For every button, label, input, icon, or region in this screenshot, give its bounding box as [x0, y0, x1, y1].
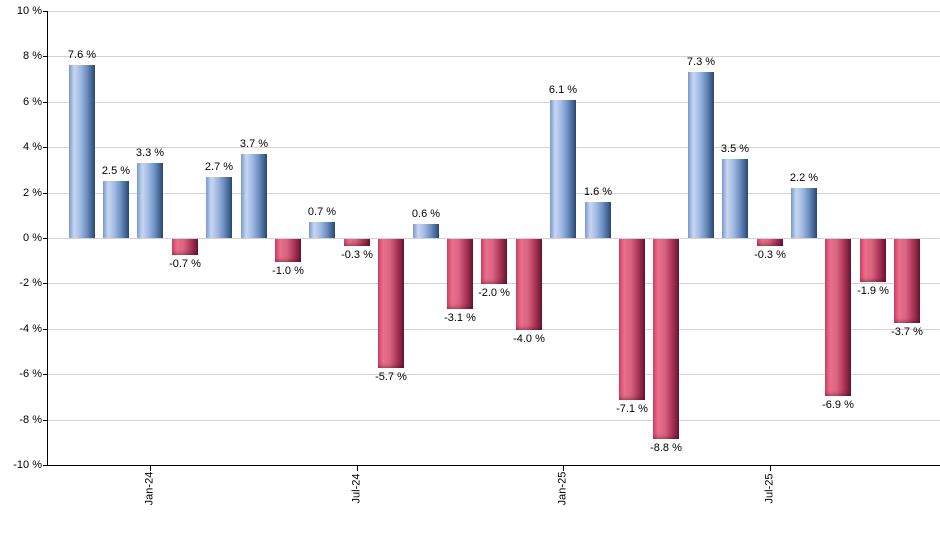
bar-value-label: -0.7 % [169, 258, 201, 270]
y-axis-tick [43, 193, 48, 194]
bar-value-label: 6.1 % [548, 84, 578, 96]
bar-month-7[interactable] [309, 222, 335, 238]
y-axis-tick [43, 11, 48, 12]
bar-value-label: -4.0 % [513, 333, 545, 345]
bar-value-label: 2.7 % [204, 161, 234, 173]
y-axis-tick-label: -6 % [19, 368, 42, 380]
bar-month-1[interactable] [103, 181, 129, 238]
bar-value-label: -0.3 % [341, 249, 373, 261]
y-axis-tick-label: 6 % [23, 96, 42, 108]
bar-month-12[interactable] [481, 239, 507, 284]
bar-value-label: 7.3 % [686, 56, 716, 68]
x-axis-tick [563, 466, 564, 471]
bar-value-label: -3.7 % [891, 326, 923, 338]
y-axis-tick [43, 147, 48, 148]
bar-value-label: 0.7 % [307, 206, 337, 218]
gridline-8 [48, 56, 940, 57]
y-axis-tick-label: -8 % [19, 414, 42, 426]
bar-value-label: -1.0 % [272, 265, 304, 277]
bar-month-15[interactable] [585, 202, 611, 238]
bar-value-label: 0.6 % [411, 208, 441, 220]
bar-month-9[interactable] [378, 239, 404, 368]
bar-value-label: 2.5 % [101, 165, 131, 177]
bar-month-23[interactable] [860, 239, 886, 282]
bar-month-8[interactable] [344, 239, 370, 246]
bar-value-label: -3.1 % [444, 312, 476, 324]
gridline-10 [48, 11, 940, 12]
y-axis-tick-label: 2 % [23, 187, 42, 199]
y-axis-tick [43, 329, 48, 330]
bar-month-13[interactable] [516, 239, 542, 330]
y-axis-tick-label: -2 % [19, 277, 42, 289]
bar-month-22[interactable] [825, 239, 851, 396]
bar-value-label: 1.6 % [583, 186, 613, 198]
gridline-6 [48, 102, 940, 103]
bar-month-14[interactable] [550, 100, 576, 238]
x-axis-tick [150, 466, 151, 471]
y-axis-tick-label: -10 % [13, 459, 42, 471]
bar-month-10[interactable] [413, 224, 439, 238]
y-axis-tick-label: 0 % [23, 232, 42, 244]
y-axis-tick [43, 102, 48, 103]
bar-month-5[interactable] [241, 154, 267, 238]
y-axis-tick [43, 56, 48, 57]
y-axis-line [47, 11, 48, 466]
bar-month-3[interactable] [172, 239, 198, 255]
bar-month-16[interactable] [619, 239, 645, 400]
gridline--4 [48, 329, 940, 330]
y-axis-tick-label: 4 % [23, 141, 42, 153]
bar-value-label: -1.9 % [857, 285, 889, 297]
x-axis-tick-label: Jul-24 [350, 473, 363, 504]
x-axis-tick [770, 466, 771, 471]
bar-month-24[interactable] [894, 239, 920, 323]
bar-month-19[interactable] [722, 159, 748, 238]
bar-month-6[interactable] [275, 239, 301, 262]
bar-value-label: 3.5 % [720, 143, 750, 155]
gridline--8 [48, 420, 940, 421]
y-axis-tick [43, 283, 48, 284]
bar-month-20[interactable] [757, 239, 783, 246]
x-axis-tick-label: Jul-25 [763, 473, 776, 504]
bar-value-label: -6.9 % [822, 399, 854, 411]
bar-month-11[interactable] [447, 239, 473, 309]
gridline-2 [48, 193, 940, 194]
bar-month-4[interactable] [206, 177, 232, 238]
y-axis-tick [43, 465, 48, 466]
bar-month-17[interactable] [653, 239, 679, 439]
bar-value-label: -7.1 % [616, 403, 648, 415]
y-axis-tick [43, 374, 48, 375]
gridline-4 [48, 147, 940, 148]
x-axis-line [47, 465, 940, 466]
bar-value-label: -8.8 % [650, 442, 682, 454]
y-axis-tick-label: 8 % [23, 50, 42, 62]
x-axis-tick [357, 466, 358, 471]
bar-value-label: 3.7 % [239, 138, 269, 150]
bar-value-label: 7.6 % [67, 49, 97, 61]
bar-month-21[interactable] [791, 188, 817, 238]
bar-value-label: 3.3 % [135, 147, 165, 159]
bar-value-label: -0.3 % [754, 249, 786, 261]
y-axis-tick-label: -4 % [19, 323, 42, 335]
x-axis-tick-label: Jan-25 [556, 471, 569, 506]
x-axis-tick-label: Jan-24 [143, 471, 156, 506]
bar-month-0[interactable] [69, 65, 95, 238]
y-axis-tick-label: 10 % [16, 5, 42, 17]
gridline-0 [48, 238, 940, 239]
bar-month-18[interactable] [688, 72, 714, 238]
gridline--6 [48, 374, 940, 375]
y-axis-tick [43, 238, 48, 239]
bar-month-2[interactable] [137, 163, 163, 238]
y-axis-tick [43, 420, 48, 421]
bar-value-label: 2.2 % [789, 172, 819, 184]
bar-value-label: -5.7 % [375, 371, 407, 383]
bar-value-label: -2.0 % [478, 287, 510, 299]
